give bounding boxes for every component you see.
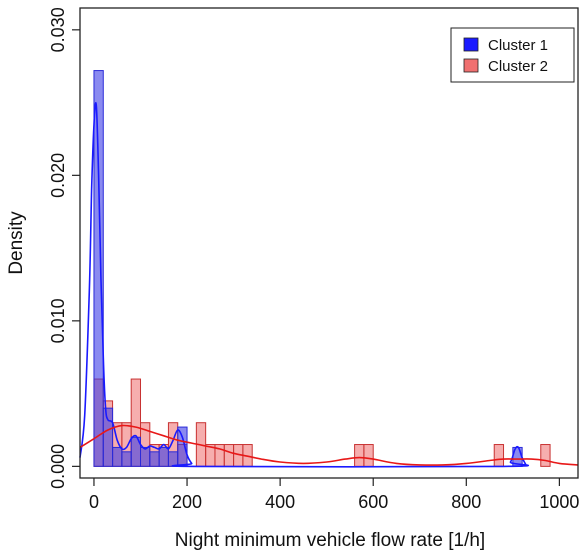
x-tick-label: 0 [89,492,99,512]
x-axis: 0 200 400 600 800 1000 [89,478,579,512]
legend-swatch-cluster-1 [463,37,479,52]
cluster-1-bar [121,451,132,467]
x-tick-label: 800 [451,492,481,512]
cluster-1-bar [158,446,169,467]
plot-frame [79,7,579,479]
cluster-2-bar [540,444,551,467]
cluster-2-bar [493,444,505,467]
cluster-1-bar [112,446,123,467]
legend-box [450,27,575,83]
legend: Cluster 1 Cluster 2 [450,27,575,83]
cluster-1-bar [93,70,104,467]
cluster-2-bar [363,444,374,467]
legend-label-cluster-1: Cluster 1 [488,37,548,54]
x-axis-label: Night minimum vehicle flow rate [1/h] [175,530,485,551]
y-axis-label: Density [6,211,27,275]
y-tick-label: 0.030 [48,7,68,52]
y-tick-label: 0.020 [48,153,68,198]
cluster-1-bars [93,70,523,467]
cluster-1-bar [149,451,160,467]
cluster-2-density-curve [79,424,579,466]
density-curves [79,102,579,468]
cluster-1-density-curve [79,102,530,468]
y-axis: 0.000 0.010 0.020 0.030 [48,7,80,489]
cluster-2-bar [354,444,365,467]
x-tick-label: 1000 [539,492,579,512]
cluster-1-bar [167,451,179,467]
y-tick-label: 0.010 [48,298,68,343]
x-tick-label: 600 [358,492,388,512]
cluster-1-bar [102,407,114,467]
x-tick-label: 400 [265,492,295,512]
legend-swatch-cluster-2 [463,58,479,73]
y-tick-label: 0.000 [48,444,68,489]
legend-label-cluster-2: Cluster 2 [488,58,548,75]
cluster-2-bar [223,444,235,467]
cluster-1-bar [140,446,151,467]
x-tick-label: 200 [172,492,202,512]
